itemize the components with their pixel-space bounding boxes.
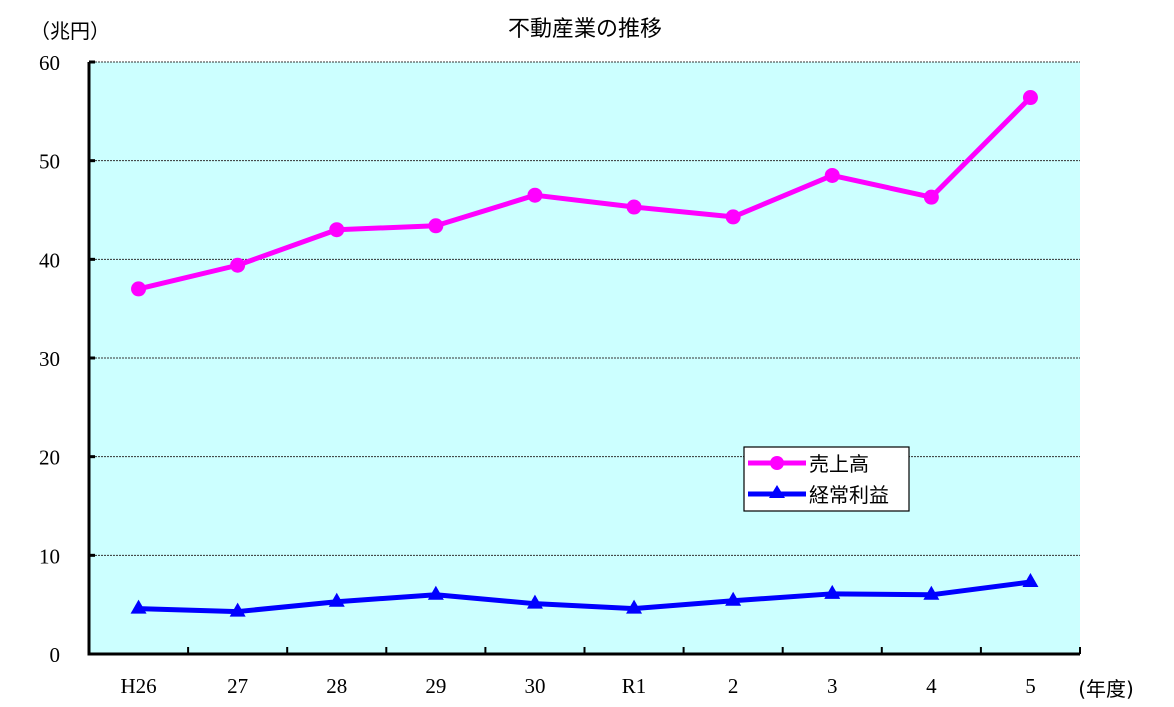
x-tick-label: H26 bbox=[120, 674, 156, 698]
y-tick-label: 0 bbox=[50, 643, 61, 667]
circle-marker-icon bbox=[131, 281, 147, 297]
y-tick-label: 10 bbox=[39, 544, 60, 568]
circle-marker-icon bbox=[923, 189, 939, 205]
circle-marker-icon bbox=[1022, 90, 1038, 106]
legend-item-ordinary-profit: 経常利益 bbox=[748, 483, 889, 507]
triangle-marker-icon bbox=[130, 599, 147, 614]
triangle-marker-icon bbox=[923, 585, 940, 600]
y-tick-label: 20 bbox=[39, 446, 60, 470]
triangle-marker-icon bbox=[626, 599, 643, 614]
triangle-marker-icon bbox=[824, 584, 841, 599]
x-tick-label: 29 bbox=[425, 674, 446, 698]
series-layer bbox=[130, 90, 1039, 617]
legend: 売上高 経常利益 bbox=[743, 446, 910, 512]
circle-marker-icon bbox=[527, 187, 543, 203]
circle-marker-icon bbox=[725, 209, 741, 225]
y-tick-label: 50 bbox=[39, 150, 60, 174]
circle-marker-icon bbox=[428, 218, 444, 234]
x-axis-unit-label: (年度) bbox=[1078, 677, 1134, 701]
x-tick-label: 28 bbox=[326, 674, 347, 698]
series-line bbox=[138, 579, 1031, 615]
triangle-marker-icon bbox=[328, 592, 345, 607]
series-line bbox=[137, 95, 1033, 292]
circle-marker-icon bbox=[770, 456, 784, 470]
x-tick-label: 30 bbox=[524, 674, 545, 698]
triangle-marker-icon bbox=[427, 585, 444, 600]
circle-marker-icon bbox=[824, 167, 840, 183]
legend-item-sales: 売上高 bbox=[748, 452, 869, 476]
y-tick-label: 60 bbox=[39, 51, 60, 75]
x-tick-label: 3 bbox=[827, 674, 838, 698]
triangle-marker-icon bbox=[229, 602, 246, 617]
x-tick-label: 27 bbox=[227, 674, 248, 698]
triangle-marker-icon bbox=[769, 485, 785, 498]
x-tick-label: 4 bbox=[926, 674, 937, 698]
x-tick-label: 5 bbox=[1025, 674, 1036, 698]
x-axis-tick-labels: H26 27 28 29 30 R1 2 3 4 5 bbox=[120, 674, 1035, 698]
circle-marker-icon bbox=[626, 199, 642, 215]
axes bbox=[87, 60, 1081, 656]
triangle-marker-icon bbox=[725, 591, 742, 606]
series-ordinary-profit bbox=[130, 572, 1039, 617]
legend-box bbox=[743, 446, 910, 512]
y-tick-label: 40 bbox=[39, 248, 60, 272]
y-tick-label: 30 bbox=[39, 347, 60, 371]
y-axis-unit-label: （兆円） bbox=[30, 19, 110, 43]
chart-title: 不動産業の推移 bbox=[508, 17, 662, 42]
legend-label-sales: 売上高 bbox=[809, 452, 869, 476]
triangle-marker-icon bbox=[1022, 572, 1039, 587]
series-sales bbox=[131, 90, 1038, 297]
legend-label-ordinary-profit: 経常利益 bbox=[809, 483, 889, 507]
y-axis-tick-labels: 0 10 20 30 40 50 60 bbox=[39, 51, 60, 667]
x-tick-label: 2 bbox=[728, 674, 739, 698]
circle-marker-icon bbox=[329, 222, 345, 238]
circle-marker-icon bbox=[230, 257, 246, 273]
x-tick-label: R1 bbox=[622, 674, 647, 698]
triangle-marker-icon bbox=[526, 594, 543, 609]
